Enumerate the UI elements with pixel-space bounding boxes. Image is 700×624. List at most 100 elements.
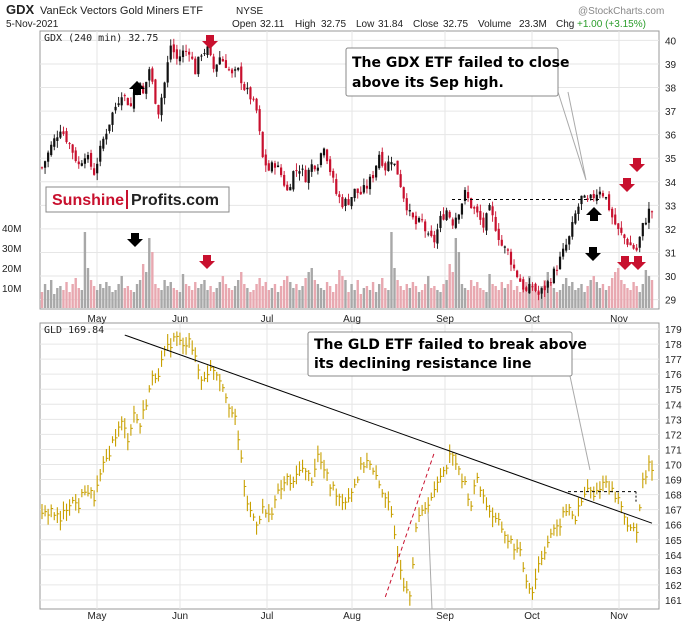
volume-bar: [518, 292, 522, 308]
gdx-candle-body: [362, 185, 365, 193]
volume-bar: [417, 292, 421, 308]
gdx-candle-body: [537, 291, 540, 295]
gdx-candle-body: [105, 133, 108, 140]
chg-value: +1.00 (+3.15%): [577, 19, 646, 30]
gdx-candle-body: [234, 69, 237, 71]
gdx-ytick-label: 39: [665, 60, 677, 71]
gdx-candle-body: [460, 203, 464, 215]
volume-bar: [463, 288, 467, 308]
volume-bar: [448, 264, 451, 308]
gdx-candle-body: [203, 53, 206, 55]
volume-bar: [108, 286, 111, 308]
volume-bar: [105, 282, 108, 308]
volume-bar: [571, 282, 574, 308]
gdx-candle-body: [601, 193, 605, 197]
gdx-candle-body: [479, 211, 482, 220]
volume-bar: [350, 284, 353, 308]
volume-bar: [279, 286, 283, 308]
volume-bar: [614, 272, 617, 308]
volume-bar: [332, 292, 335, 308]
gdx-candle-body: [295, 170, 298, 172]
red-down-arrow: [202, 35, 218, 49]
volume-bar: [466, 290, 470, 308]
gdx-candle-body: [528, 283, 531, 294]
gdx-candle-body: [522, 279, 525, 290]
gld-xtick-label: Aug: [343, 611, 361, 622]
gdx-candle-body: [313, 165, 316, 170]
volume-bar: [589, 280, 592, 308]
volume-bar: [568, 286, 571, 308]
gdx-candle-body: [243, 84, 246, 90]
volume-bar: [390, 232, 393, 308]
volume-bar: [408, 288, 412, 308]
gdx-candle-body: [562, 248, 565, 257]
gdx-ytick-label: 37: [665, 107, 677, 118]
volume-bar: [515, 286, 519, 308]
red-down-arrow: [629, 158, 645, 172]
volume-bar: [62, 290, 65, 308]
gdx-candle-body: [466, 192, 470, 199]
black-up-arrow: [586, 207, 602, 221]
gld-ytick-label: 172: [665, 430, 682, 441]
volume-bar: [371, 282, 375, 308]
volume-bar: [451, 272, 454, 308]
volume-bar: [319, 288, 323, 308]
volume-bar: [255, 284, 258, 308]
volume-bar: [129, 290, 133, 308]
header-symbol: GDX: [6, 2, 35, 17]
gdx-candle-body: [445, 210, 448, 220]
gdx-xtick-label: May: [88, 314, 107, 325]
gld-ytick-label: 179: [665, 325, 682, 336]
gld-lower-pointer: [427, 511, 433, 610]
gdx-candle-body: [332, 170, 335, 178]
gdx-candle-body: [574, 213, 577, 224]
gdx-candle-body: [604, 197, 608, 199]
gdx-candle-body: [482, 217, 485, 228]
volume-bar: [506, 284, 510, 308]
gdx-candle-body: [74, 150, 77, 161]
volume-bar: [151, 252, 154, 308]
header-name: VanEck Vectors Gold Miners ETF: [40, 5, 203, 17]
red-down-arrow: [199, 255, 215, 269]
gdx-candle-body: [62, 131, 65, 134]
volume-bar: [592, 276, 595, 308]
gdx-candle-body: [83, 158, 87, 164]
gdx-ytick-label: 40: [665, 36, 677, 47]
gdx-candle-body: [525, 287, 528, 291]
gdx-candle-body: [598, 191, 601, 195]
gdx-candle-body: [534, 283, 537, 291]
gdx-candle-body: [178, 56, 182, 62]
volume-bar: [148, 238, 151, 308]
volume-bar: [307, 272, 310, 308]
volume-bar: [647, 276, 651, 308]
volume-bar: [595, 282, 599, 308]
gdx-candle-body: [592, 193, 595, 199]
low-value: 31.84: [378, 19, 403, 30]
gdx-candle-body: [509, 251, 513, 265]
gdx-candle-body: [626, 238, 629, 245]
gdx-candle-body: [59, 131, 62, 138]
volume-bar: [194, 282, 197, 308]
gdx-candle-body: [549, 282, 552, 284]
gdx-candle-body: [424, 221, 427, 232]
gdx-candle-body: [387, 161, 390, 172]
volume-bar: [632, 282, 635, 308]
gdx-candle-body: [519, 278, 522, 282]
header-date: 5-Nov-2021: [6, 19, 59, 30]
volume-bar: [384, 288, 387, 308]
gdx-candle-body: [264, 154, 267, 166]
gdx-candle-body: [123, 95, 126, 97]
volume-bar: [522, 288, 525, 308]
gdx-candle-body: [497, 228, 500, 241]
gdx-candle-body: [494, 216, 497, 231]
gdx-annotation-pointer: [557, 91, 587, 181]
logo-part2: Profits.com: [131, 192, 219, 209]
volume-tick-label: 20M: [2, 264, 21, 275]
volume-bar: [175, 290, 179, 308]
volume-bar: [200, 284, 203, 308]
volume-bar: [132, 292, 136, 308]
volume-bar: [215, 288, 218, 308]
gdx-candle-body: [384, 163, 387, 171]
gdx-candle-body: [246, 87, 249, 90]
